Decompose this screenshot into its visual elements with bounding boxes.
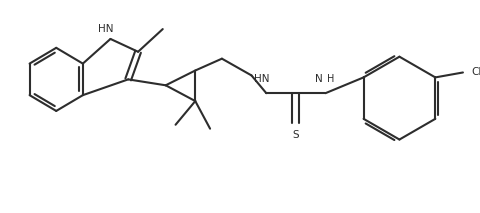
Text: HN: HN [253, 74, 269, 84]
Text: Cl: Cl [471, 68, 480, 78]
Text: HN: HN [98, 24, 113, 34]
Text: N: N [315, 74, 323, 84]
Text: H: H [327, 74, 335, 84]
Text: S: S [293, 130, 299, 140]
